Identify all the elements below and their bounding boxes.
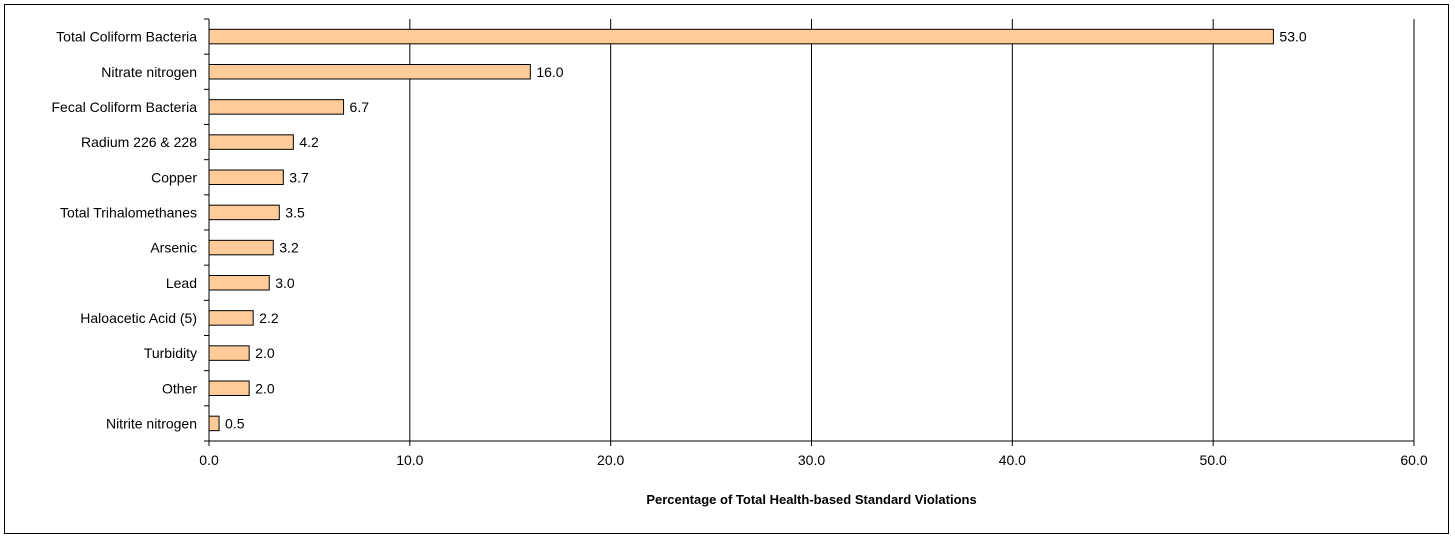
- data-label: 3.2: [279, 240, 299, 256]
- data-label: 2.0: [255, 345, 275, 361]
- data-label: 4.2: [299, 134, 319, 150]
- x-tick-label: 20.0: [597, 452, 624, 468]
- category-label: Turbidity: [144, 345, 197, 361]
- category-label: Haloacetic Acid (5): [80, 310, 197, 326]
- category-label: Lead: [166, 275, 197, 291]
- bar: [208, 239, 274, 256]
- data-label: 2.2: [259, 310, 279, 326]
- x-tick-label: 0.0: [199, 452, 219, 468]
- data-label: 6.7: [350, 99, 370, 115]
- x-tick-label: 40.0: [999, 452, 1026, 468]
- category-label: Nitrite nitrogen: [106, 415, 197, 431]
- category-label: Radium 226 & 228: [81, 134, 197, 150]
- data-label: 3.0: [275, 275, 295, 291]
- category-label: Other: [162, 380, 197, 396]
- bar: [208, 64, 531, 80]
- bar: [208, 134, 294, 150]
- bar-chart: 0.0 10.0 20.0 30.0 40.0 50.0 60.0 Total Colifor…: [52, 18, 1428, 507]
- bar: [208, 204, 280, 221]
- bar: [208, 380, 250, 396]
- bar: [208, 28, 1274, 45]
- category-label: Total Trihalomethanes: [60, 204, 197, 220]
- category-label: Copper: [151, 169, 197, 185]
- category-label: Fecal Coliform Bacteria: [52, 99, 198, 115]
- axes: [204, 18, 1415, 446]
- data-label: 16.0: [536, 64, 563, 80]
- x-tick-label: 10.0: [396, 452, 423, 468]
- bar: [208, 345, 250, 361]
- category-label: Nitrate nitrogen: [101, 64, 197, 80]
- bar: [208, 415, 220, 432]
- data-label: 3.7: [289, 169, 309, 185]
- x-tick-label: 60.0: [1400, 452, 1427, 468]
- x-tick-label: 50.0: [1200, 452, 1227, 468]
- category-label: Total Coliform Bacteria: [56, 29, 197, 45]
- category-label: Arsenic: [150, 240, 197, 256]
- x-axis-title: Percentage of Total Health-based Standar…: [646, 492, 976, 507]
- bar: [208, 99, 345, 115]
- data-label: 2.0: [255, 380, 275, 396]
- bar: [208, 169, 284, 185]
- data-label: 0.5: [225, 415, 245, 431]
- labels: 0.0 10.0 20.0 30.0 40.0 50.0 60.0 Total Colifor…: [52, 29, 1428, 468]
- bar: [208, 275, 270, 291]
- data-label: 3.5: [285, 204, 305, 220]
- x-tick-label: 30.0: [798, 452, 825, 468]
- bar: [208, 310, 254, 326]
- chart-frame: 0.0 10.0 20.0 30.0 40.0 50.0 60.0 Total Colifor…: [4, 4, 1449, 534]
- gridlines: [409, 19, 1415, 441]
- bars: [208, 28, 1274, 432]
- data-label: 53.0: [1279, 29, 1306, 45]
